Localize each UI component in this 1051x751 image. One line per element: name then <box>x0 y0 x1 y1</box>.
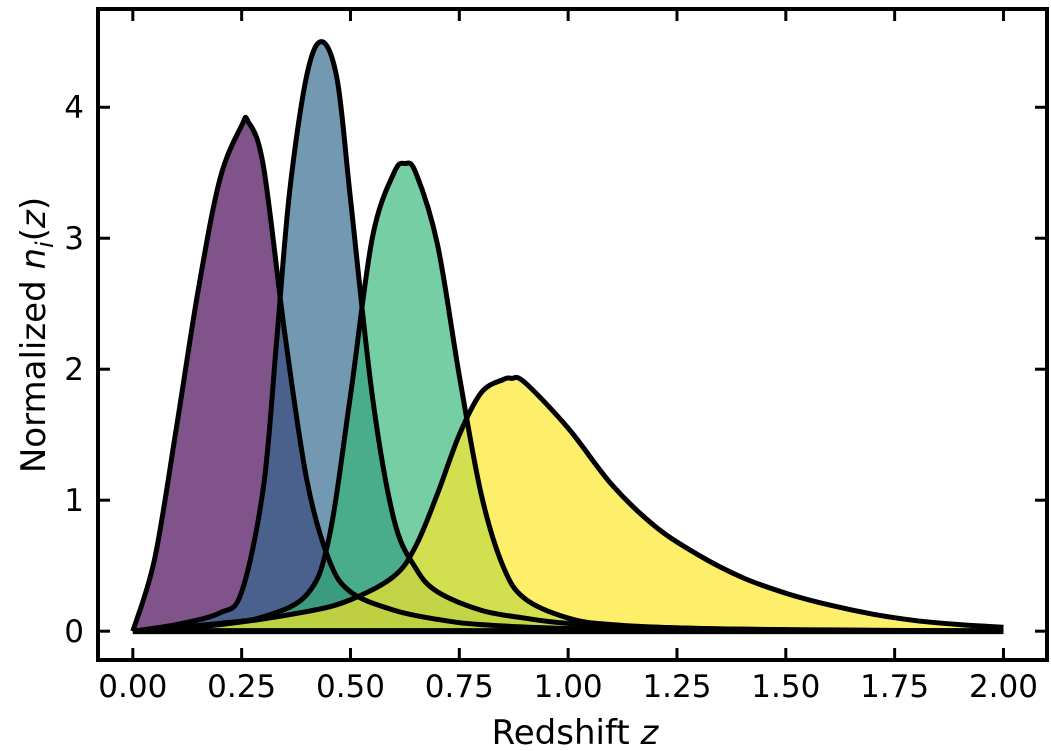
x-axis-label-variable: z <box>639 713 659 751</box>
y-tick-label: 4 <box>64 90 84 126</box>
x-tick-label: 2.00 <box>969 669 1038 705</box>
y-axis-label-text: Normalized <box>14 270 54 474</box>
y-axis-label-function: n <box>14 248 54 270</box>
x-axis-label-text: Redshift <box>492 713 630 751</box>
y-axis-label: Normalized ni(z) <box>14 197 59 473</box>
y-axis-label-variable: z <box>14 209 54 229</box>
x-tick-label: 1.75 <box>860 669 929 705</box>
series-4-fill <box>132 377 1004 632</box>
y-tick-label: 3 <box>64 221 84 257</box>
y-tick-label: 2 <box>64 352 84 388</box>
y-axis-label-close-paren: ) <box>14 197 54 210</box>
series-3-line <box>132 160 1004 634</box>
series-fills <box>132 41 1004 632</box>
y-tick-label: 1 <box>64 483 84 519</box>
x-tick-label: 1.00 <box>534 669 603 705</box>
y-tick-label: 0 <box>64 614 84 650</box>
x-tick-labels: 0.00 0.25 0.50 0.75 1.00 1.25 1.50 1.75 2.00 <box>98 669 1038 705</box>
x-axis-label: Redshift z <box>492 713 660 751</box>
y-axis-label-subscript: i <box>31 241 59 248</box>
x-tick-label: 0.75 <box>425 669 494 705</box>
plot-frame <box>96 7 1049 662</box>
x-tick-label: 1.25 <box>642 669 711 705</box>
y-axis-label-open-paren: ( <box>14 228 54 241</box>
x-tick-label: 1.50 <box>751 669 820 705</box>
x-tick-label: 0.00 <box>98 669 167 705</box>
x-tick-label: 0.50 <box>316 669 385 705</box>
series-2-line <box>132 39 1004 634</box>
series-4-line <box>132 374 1004 634</box>
y-tick-labels: 0 1 2 3 4 <box>64 90 84 650</box>
axis-ticks <box>98 9 1047 660</box>
series-3-fill <box>132 162 1004 632</box>
series-1-fill <box>132 117 1004 632</box>
x-tick-label: 0.25 <box>207 669 276 705</box>
